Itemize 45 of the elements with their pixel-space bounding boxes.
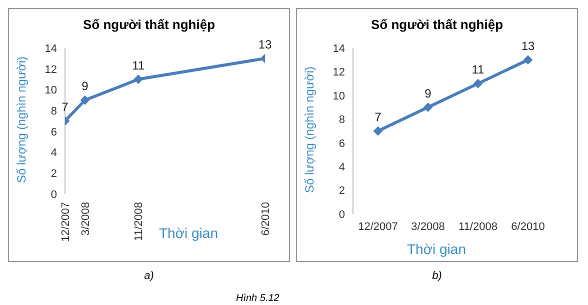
text: a) xyxy=(143,270,155,282)
y-tick-label: 8 xyxy=(338,114,345,126)
chart-title: Số người thất nghiệp xyxy=(82,17,216,32)
data-label: 7 xyxy=(62,100,69,114)
text: Hình 5.12 xyxy=(236,293,280,304)
y-axis-title: Số lượng (nghìn người) xyxy=(14,56,28,183)
data-label: 9 xyxy=(82,79,89,94)
x-tick-label: 6/2010 xyxy=(260,202,272,236)
y-tick-label: 10 xyxy=(44,84,57,97)
y-tick-label: 14 xyxy=(332,42,345,55)
data-label: 11 xyxy=(472,62,485,77)
y-tick-label: 2 xyxy=(50,168,57,180)
point xyxy=(424,102,432,112)
text: b) xyxy=(431,270,443,282)
data-label: 13 xyxy=(521,38,535,53)
x-tick-label: 11/2008 xyxy=(458,220,498,233)
y-tick-label: 0 xyxy=(338,208,345,221)
x-tick-label: 12/2007 xyxy=(60,202,72,242)
chart-title: Số người thất nghiệp xyxy=(370,17,504,32)
x-axis-title: Thời gian xyxy=(159,225,218,241)
y-tick-label: 2 xyxy=(338,185,345,198)
point xyxy=(524,55,532,64)
data-label: 13 xyxy=(258,37,272,52)
data-label: 11 xyxy=(132,58,145,72)
x-tick-label: 11/2008 xyxy=(133,202,146,241)
y-tick-label: 6 xyxy=(338,138,345,150)
x-tick-label: 12/2007 xyxy=(358,220,398,233)
y-tick-label: 8 xyxy=(50,105,57,118)
y-axis-title: Số lượng (nghìn người) xyxy=(302,66,316,193)
point xyxy=(374,126,382,136)
y-tick-label: 4 xyxy=(338,161,345,174)
y-tick-label: 12 xyxy=(44,64,57,76)
y-tick-label: 14 xyxy=(44,42,57,55)
x-tick-label: 6/2010 xyxy=(511,220,545,233)
y-tick-label: 6 xyxy=(50,126,57,138)
point xyxy=(474,79,482,88)
data-label: 9 xyxy=(424,86,432,100)
x-tick-label: 3/2008 xyxy=(80,202,92,236)
y-tick-label: 12 xyxy=(332,66,345,79)
x-tick-label: 3/2008 xyxy=(411,220,445,233)
y-tick-label: 10 xyxy=(332,90,345,102)
y-tick-label: 0 xyxy=(50,188,57,201)
y-tick-label: 4 xyxy=(50,147,57,160)
x-axis-title: Thời gian xyxy=(407,241,466,257)
data-label: 7 xyxy=(374,110,382,124)
